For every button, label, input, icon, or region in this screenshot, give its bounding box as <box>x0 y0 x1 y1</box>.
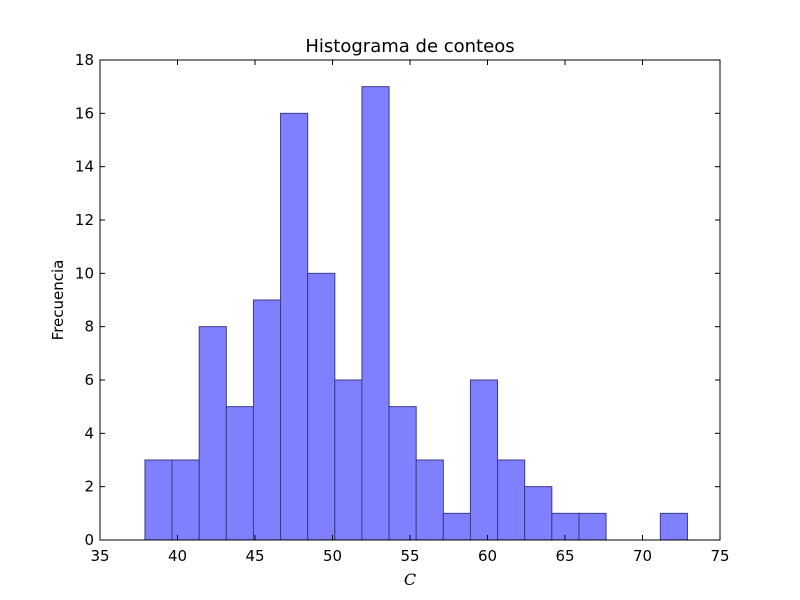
y-tick-label-3: 6 <box>84 371 94 389</box>
x-tick-label-7: 70 <box>633 547 652 565</box>
x-tick-label-2: 45 <box>245 547 264 565</box>
histogram-bar-10 <box>415 459 444 541</box>
histogram-bar-4 <box>252 299 282 541</box>
x-tick-label-1: 40 <box>168 547 187 565</box>
y-tick-label-9: 18 <box>75 51 94 69</box>
y-tick-label-7: 14 <box>75 158 94 176</box>
histogram-bar-7 <box>334 379 363 541</box>
y-axis: 0 2 4 6 8 10 12 14 16 18 <box>75 51 720 549</box>
y-tick-label-5: 10 <box>75 264 94 282</box>
x-axis-label: C <box>404 570 416 589</box>
bars-layer <box>144 86 688 541</box>
x-tick-label-8: 75 <box>710 547 729 565</box>
histogram-bar-9 <box>388 406 417 541</box>
x-axis: 35 40 45 50 55 60 65 70 75 <box>90 60 730 565</box>
y-tick-label-2: 4 <box>84 424 94 442</box>
x-tick-label-3: 50 <box>323 547 342 565</box>
histogram-bar-16 <box>578 512 607 541</box>
histogram-bar-14 <box>524 486 553 541</box>
y-tick-label-4: 8 <box>84 318 94 336</box>
x-tick-label-6: 65 <box>555 547 574 565</box>
y-tick-label-8: 16 <box>75 104 94 122</box>
x-tick-label-0: 35 <box>90 547 109 565</box>
y-axis-label: Frecuencia <box>49 260 67 341</box>
chart-title: Histograma de conteos <box>305 36 514 57</box>
y-tick-label-6: 12 <box>75 211 94 229</box>
x-tick-label-4: 55 <box>400 547 419 565</box>
x-tick-label-5: 60 <box>478 547 497 565</box>
histogram-bar-5 <box>280 112 309 541</box>
histogram-bar-8 <box>361 86 390 541</box>
histogram-bar-19 <box>659 512 688 541</box>
histogram-bar-11 <box>442 512 471 541</box>
histogram-bar-6 <box>307 272 336 541</box>
y-tick-label-0: 0 <box>84 531 94 549</box>
histogram-bar-12 <box>469 379 499 541</box>
histogram-bar-0 <box>144 459 173 541</box>
y-tick-label-1: 2 <box>84 478 94 496</box>
histogram-bar-3 <box>225 406 254 541</box>
histogram-bar-13 <box>497 459 526 541</box>
histogram-bar-1 <box>171 459 200 541</box>
histogram-bar-2 <box>198 326 227 541</box>
